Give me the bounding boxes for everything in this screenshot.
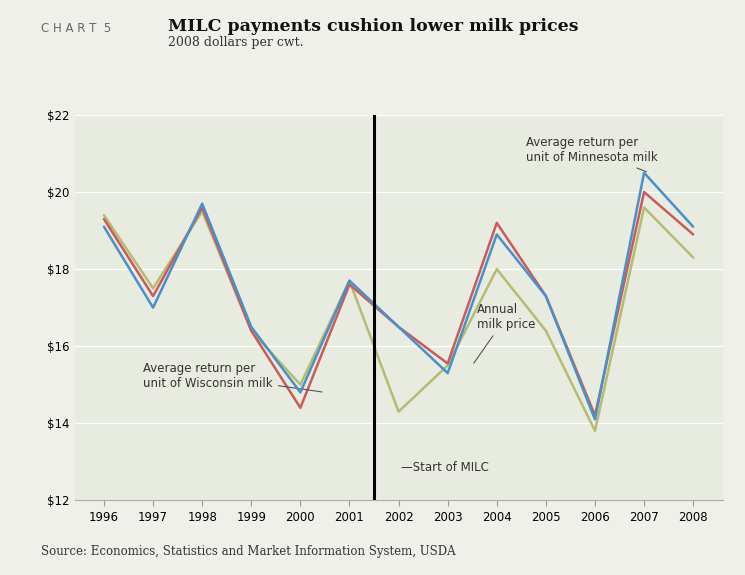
Text: MILC payments cushion lower milk prices: MILC payments cushion lower milk prices [168,18,578,36]
Text: Average return per
unit of Minnesota milk: Average return per unit of Minnesota mil… [526,136,658,172]
Text: Annual
milk price: Annual milk price [474,303,536,363]
Text: 2008 dollars per cwt.: 2008 dollars per cwt. [168,36,303,49]
Text: Source: Economics, Statistics and Market Information System, USDA: Source: Economics, Statistics and Market… [41,545,456,558]
Text: C H A R T  5: C H A R T 5 [41,22,111,35]
Text: Average return per
unit of Wisconsin milk: Average return per unit of Wisconsin mil… [143,362,322,392]
Text: —Start of MILC: —Start of MILC [401,461,489,474]
